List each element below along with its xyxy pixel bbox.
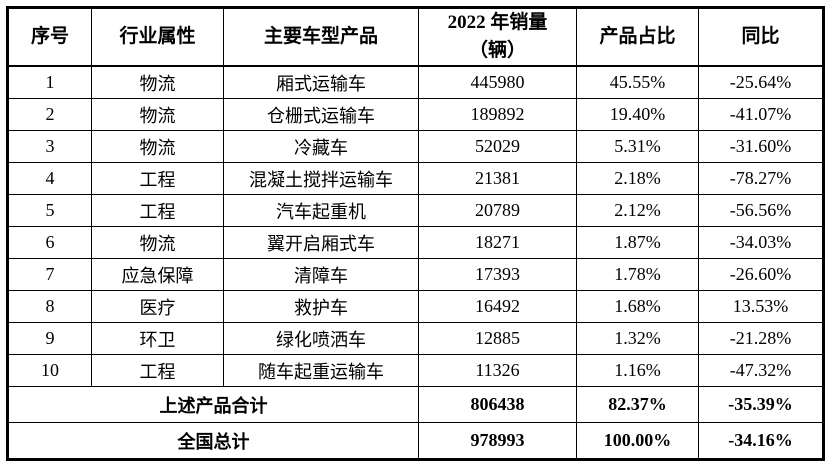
cell-sales: 12885 [418, 322, 577, 355]
summary-share: 82.37% [576, 386, 699, 423]
cell-product: 清障车 [223, 258, 419, 291]
cell-no: 3 [7, 130, 92, 163]
header-industry: 行业属性 [91, 7, 224, 67]
cell-no: 8 [7, 290, 92, 323]
cell-share: 1.87% [576, 226, 699, 259]
cell-industry: 物流 [91, 130, 224, 163]
cell-sales: 18271 [418, 226, 577, 259]
cell-sales: 11326 [418, 354, 577, 387]
cell-product: 翼开启厢式车 [223, 226, 419, 259]
table-row: 6 物流 翼开启厢式车 18271 1.87% -34.03% [7, 226, 824, 259]
header-yoy: 同比 [698, 7, 824, 67]
header-sales-line1: 2022 年销量 [447, 12, 548, 34]
cell-yoy: -21.28% [698, 322, 824, 355]
cell-no: 9 [7, 322, 92, 355]
cell-product: 厢式运输车 [223, 65, 419, 99]
summary-yoy: -34.16% [698, 422, 824, 460]
cell-yoy: -34.03% [698, 226, 824, 259]
cell-yoy: -41.07% [698, 98, 824, 131]
cell-share: 1.68% [576, 290, 699, 323]
cell-product: 汽车起重机 [223, 194, 419, 227]
summary-row-national-total: 全国总计 978993 100.00% -34.16% [7, 422, 824, 460]
cell-no: 2 [7, 98, 92, 131]
table-row: 3 物流 冷藏车 52029 5.31% -31.60% [7, 130, 824, 163]
cell-no: 6 [7, 226, 92, 259]
table-row: 7 应急保障 清障车 17393 1.78% -26.60% [7, 258, 824, 291]
header-row: 序号 行业属性 主要车型产品 2022 年销量 （辆） 产品占比 同比 [7, 7, 824, 67]
cell-industry: 工程 [91, 194, 224, 227]
cell-sales: 52029 [418, 130, 577, 163]
summary-sales: 806438 [418, 386, 577, 423]
cell-yoy: -56.56% [698, 194, 824, 227]
cell-share: 45.55% [576, 65, 699, 99]
vehicle-sales-table: 序号 行业属性 主要车型产品 2022 年销量 （辆） 产品占比 同比 1 物流… [6, 6, 825, 461]
cell-no: 1 [7, 65, 92, 99]
cell-share: 1.16% [576, 354, 699, 387]
cell-yoy: -47.32% [698, 354, 824, 387]
cell-industry: 物流 [91, 226, 224, 259]
table-row: 1 物流 厢式运输车 445980 45.55% -25.64% [7, 65, 824, 99]
cell-sales: 17393 [418, 258, 577, 291]
summary-share: 100.00% [576, 422, 699, 460]
cell-industry: 物流 [91, 65, 224, 99]
cell-product: 救护车 [223, 290, 419, 323]
cell-no: 10 [7, 354, 92, 387]
cell-sales: 16492 [418, 290, 577, 323]
cell-share: 1.32% [576, 322, 699, 355]
header-product: 主要车型产品 [223, 7, 419, 67]
cell-product: 仓栅式运输车 [223, 98, 419, 131]
cell-yoy: 13.53% [698, 290, 824, 323]
cell-industry: 环卫 [91, 322, 224, 355]
cell-yoy: -25.64% [698, 65, 824, 99]
table-row: 8 医疗 救护车 16492 1.68% 13.53% [7, 290, 824, 323]
cell-product: 冷藏车 [223, 130, 419, 163]
cell-no: 7 [7, 258, 92, 291]
header-sales: 2022 年销量 （辆） [418, 7, 577, 67]
table-row: 2 物流 仓栅式运输车 189892 19.40% -41.07% [7, 98, 824, 131]
summary-row-subtotal: 上述产品合计 806438 82.37% -35.39% [7, 386, 824, 423]
cell-sales: 445980 [418, 65, 577, 99]
cell-product: 混凝土搅拌运输车 [223, 162, 419, 195]
table-row: 10 工程 随车起重运输车 11326 1.16% -47.32% [7, 354, 824, 387]
summary-yoy: -35.39% [698, 386, 824, 423]
cell-sales: 21381 [418, 162, 577, 195]
summary-sales: 978993 [418, 422, 577, 460]
table-row: 9 环卫 绿化喷洒车 12885 1.32% -21.28% [7, 322, 824, 355]
header-no: 序号 [7, 7, 92, 67]
cell-share: 2.18% [576, 162, 699, 195]
cell-sales: 189892 [418, 98, 577, 131]
table-row: 5 工程 汽车起重机 20789 2.12% -56.56% [7, 194, 824, 227]
cell-yoy: -26.60% [698, 258, 824, 291]
table-row: 4 工程 混凝土搅拌运输车 21381 2.18% -78.27% [7, 162, 824, 195]
summary-label: 上述产品合计 [7, 386, 419, 423]
cell-no: 5 [7, 194, 92, 227]
cell-industry: 工程 [91, 162, 224, 195]
cell-product: 随车起重运输车 [223, 354, 419, 387]
cell-no: 4 [7, 162, 92, 195]
cell-industry: 医疗 [91, 290, 224, 323]
header-share: 产品占比 [576, 7, 699, 67]
cell-industry: 物流 [91, 98, 224, 131]
cell-share: 1.78% [576, 258, 699, 291]
cell-industry: 工程 [91, 354, 224, 387]
cell-share: 2.12% [576, 194, 699, 227]
header-sales-line2: （辆） [468, 40, 526, 61]
cell-product: 绿化喷洒车 [223, 322, 419, 355]
cell-sales: 20789 [418, 194, 577, 227]
summary-label: 全国总计 [7, 422, 419, 460]
cell-yoy: -78.27% [698, 162, 824, 195]
cell-share: 19.40% [576, 98, 699, 131]
cell-yoy: -31.60% [698, 130, 824, 163]
cell-industry: 应急保障 [91, 258, 224, 291]
cell-share: 5.31% [576, 130, 699, 163]
